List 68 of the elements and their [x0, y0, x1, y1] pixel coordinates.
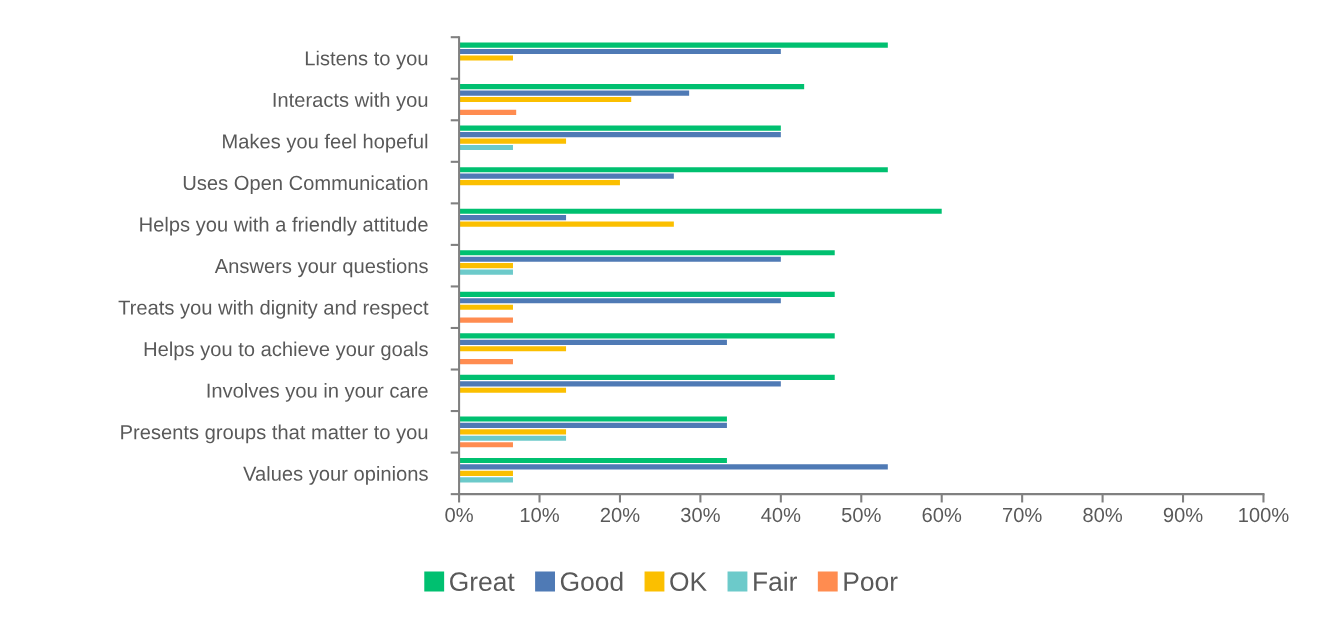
- x-tick-label: 80%: [1083, 507, 1123, 523]
- bar: [459, 90, 690, 96]
- bar: [459, 477, 513, 483]
- x-tick-label: 10%: [520, 507, 559, 523]
- bar: [459, 304, 513, 310]
- legend-label: Fair: [754, 571, 797, 592]
- y-tick-label: Treats you with dignity and respect: [118, 299, 429, 319]
- bar: [459, 291, 835, 297]
- bar: [459, 144, 513, 151]
- bar: [459, 167, 888, 173]
- legend-label: OK: [670, 572, 707, 592]
- bar: [459, 464, 888, 470]
- y-tick-label: Involves you in your care: [207, 382, 428, 402]
- y-tick-label: Presents groups that matter to you: [121, 424, 428, 444]
- legend-label: Poor: [844, 572, 898, 592]
- bar: [459, 173, 674, 179]
- bar: [459, 55, 513, 61]
- x-tick-label: 20%: [600, 507, 640, 523]
- bar: [459, 422, 727, 428]
- bar: [459, 346, 567, 352]
- bar: [459, 269, 513, 275]
- bar: [459, 442, 513, 448]
- bar: [459, 109, 517, 115]
- legend-label: Great: [450, 572, 515, 592]
- y-tick-label: Answers your questions: [214, 258, 428, 278]
- bar: [459, 221, 674, 227]
- bar: [459, 263, 513, 269]
- bar: [459, 359, 513, 365]
- bar: [459, 381, 781, 387]
- x-tick-label: 70%: [1003, 507, 1042, 523]
- y-tick-label: Listens to you: [305, 50, 428, 70]
- bar: [459, 48, 781, 55]
- bar: [459, 215, 567, 221]
- bar: [459, 387, 567, 393]
- x-tick-label: 30%: [681, 507, 720, 523]
- bar: [459, 96, 632, 103]
- bar: [459, 374, 835, 380]
- x-tick-label: 50%: [841, 507, 881, 523]
- bar: [459, 317, 513, 323]
- x-tick-label: 0%: [445, 507, 473, 523]
- y-tick-label: Makes you feel hopeful: [223, 133, 428, 153]
- x-tick-label: 40%: [761, 507, 801, 523]
- bar: [459, 132, 781, 138]
- bar: [459, 250, 835, 256]
- bar: [459, 435, 567, 441]
- bar: [459, 256, 781, 262]
- y-tick-label: Helps you with a friendly attitude: [140, 216, 428, 236]
- bar: [459, 125, 781, 131]
- bar: [459, 429, 567, 435]
- bar: [459, 138, 567, 144]
- x-tick-label: 90%: [1163, 507, 1203, 523]
- legend-label: Good: [560, 571, 623, 592]
- bar: [459, 339, 727, 345]
- bar: [459, 208, 942, 214]
- y-tick-label: Uses Open Communication: [183, 175, 428, 195]
- y-tick-label: Interacts with you: [273, 92, 428, 111]
- bar: [459, 42, 888, 48]
- bar: [459, 298, 781, 304]
- bar: [459, 84, 805, 90]
- bar: [459, 333, 835, 339]
- bar: [459, 470, 513, 476]
- bar: [459, 416, 727, 422]
- bar: [459, 180, 620, 186]
- x-tick-label: 60%: [922, 507, 962, 523]
- y-tick-label: Values your opinions: [243, 466, 428, 485]
- bar: [459, 457, 727, 464]
- y-tick-label: Helps you to achieve your goals: [144, 341, 428, 361]
- x-tick-label: 100%: [1239, 507, 1289, 523]
